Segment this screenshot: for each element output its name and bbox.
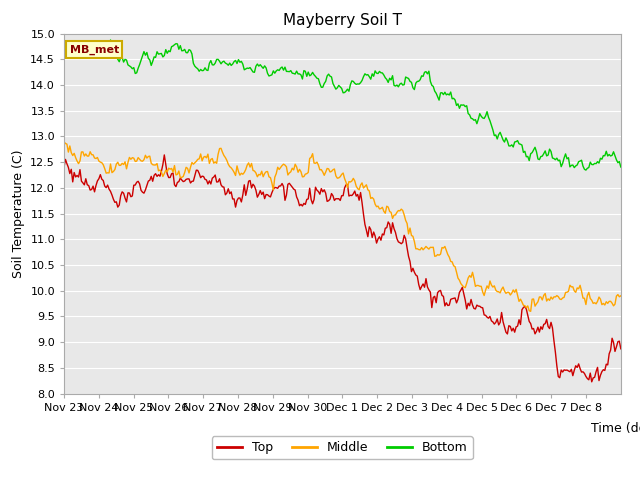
Middle (541, 291, 549, 297)
Top (348, 192, 356, 198)
Bottom (541, 148, 549, 154)
Middle (97, 159, 104, 165)
Bottom (107, 37, 115, 43)
Middle (527, 309, 534, 314)
Bottom (60, 57, 68, 62)
Top (60, 165, 68, 170)
Bottom (617, 164, 625, 170)
Bottom (582, 167, 589, 173)
Top (161, 152, 168, 158)
Top (458, 285, 466, 290)
Middle (614, 292, 621, 298)
Top (617, 346, 625, 352)
Middle (79, 149, 87, 155)
Top (79, 180, 87, 186)
Y-axis label: Soil Temperature (C): Soil Temperature (C) (12, 149, 25, 278)
Middle (346, 179, 354, 185)
Bottom (458, 102, 466, 108)
Middle (60, 139, 68, 144)
Top (541, 321, 549, 326)
Top (588, 379, 596, 384)
Line: Top: Top (64, 155, 621, 382)
X-axis label: Time (dd): Time (dd) (591, 422, 640, 435)
Top (616, 338, 623, 344)
Legend: Top, Middle, Bottom: Top, Middle, Bottom (212, 436, 473, 459)
Bottom (97, 41, 104, 47)
Middle (617, 293, 625, 299)
Title: Mayberry Soil T: Mayberry Soil T (283, 13, 402, 28)
Bottom (79, 48, 87, 53)
Bottom (348, 78, 356, 84)
Line: Middle: Middle (64, 142, 621, 312)
Bottom (616, 159, 623, 165)
Top (97, 172, 104, 178)
Line: Bottom: Bottom (64, 40, 621, 170)
Text: MB_met: MB_met (70, 44, 119, 55)
Middle (457, 281, 465, 287)
